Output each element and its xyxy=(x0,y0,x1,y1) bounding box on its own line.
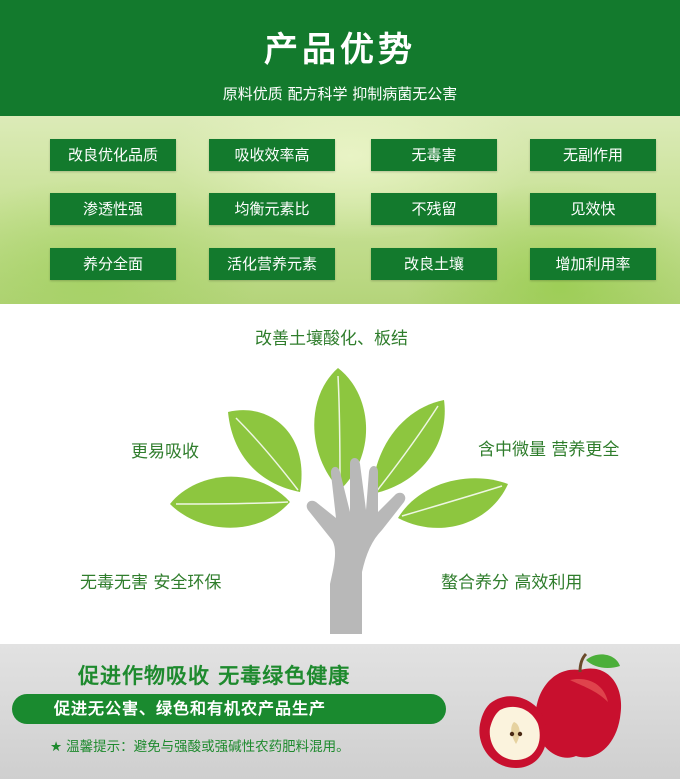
warm-tip: ★ 温馨提示：避免与强酸或强碱性农药肥料混用。 xyxy=(50,735,350,755)
benefit-safe: 无毒无害 安全环保 xyxy=(80,573,222,593)
tip-text: 避免与强酸或强碱性农药肥料混用。 xyxy=(133,739,350,755)
feature-tag: 见效快 xyxy=(530,193,656,225)
benefit-nutrients: 含中微量 营养更全 xyxy=(478,440,620,460)
feature-tag: 养分全面 xyxy=(50,248,176,280)
feature-tag: 吸收效率高 xyxy=(209,139,335,171)
promo-pill-text: 促进无公害、绿色和有机农产品生产 xyxy=(54,699,327,718)
page-title: 产品优势 xyxy=(264,30,416,70)
header-banner: 产品优势 原料优质 配方科学 抑制病菌无公害 xyxy=(0,0,680,116)
feature-tag: 活化营养元素 xyxy=(209,248,335,280)
feature-tag: 渗透性强 xyxy=(50,193,176,225)
benefit-absorb: 更易吸收 xyxy=(131,442,199,462)
bottom-banner: 促进作物吸收 无毒绿色健康 促进无公害、绿色和有机农产品生产 ★ 温馨提示：避免与… xyxy=(0,644,680,779)
promo-pill: 促进无公害、绿色和有机农产品生产 xyxy=(12,694,446,724)
feature-tag: 无毒害 xyxy=(371,139,497,171)
feature-tag: 不残留 xyxy=(371,193,497,225)
feature-tag: 增加利用率 xyxy=(530,248,656,280)
feature-tag: 改良土壤 xyxy=(371,248,497,280)
feature-grid: 改良优化品质 吸收效率高 无毒害 无副作用 渗透性强 均衡元素比 不残留 见效快… xyxy=(0,116,680,304)
feature-tag: 无副作用 xyxy=(530,139,656,171)
apple-icon xyxy=(479,652,622,768)
star-icon: ★ xyxy=(50,739,63,755)
benefit-soil: 改善土壤酸化、板结 xyxy=(255,329,408,349)
benefit-chelate: 螯合养分 高效利用 xyxy=(441,573,583,593)
page-subtitle: 原料优质 配方科学 抑制病菌无公害 xyxy=(222,85,458,103)
slogan: 促进作物吸收 无毒绿色健康 xyxy=(78,664,351,688)
feature-tag: 改良优化品质 xyxy=(50,139,176,171)
feature-tag: 均衡元素比 xyxy=(209,193,335,225)
benefits-tree-section: 改善土壤酸化、板结 更易吸收 含中微量 营养更全 无毒无害 安全环保 螯合养分 … xyxy=(0,304,680,644)
tree-hand-icon xyxy=(170,368,508,634)
tip-label: 温馨提示： xyxy=(66,739,134,755)
